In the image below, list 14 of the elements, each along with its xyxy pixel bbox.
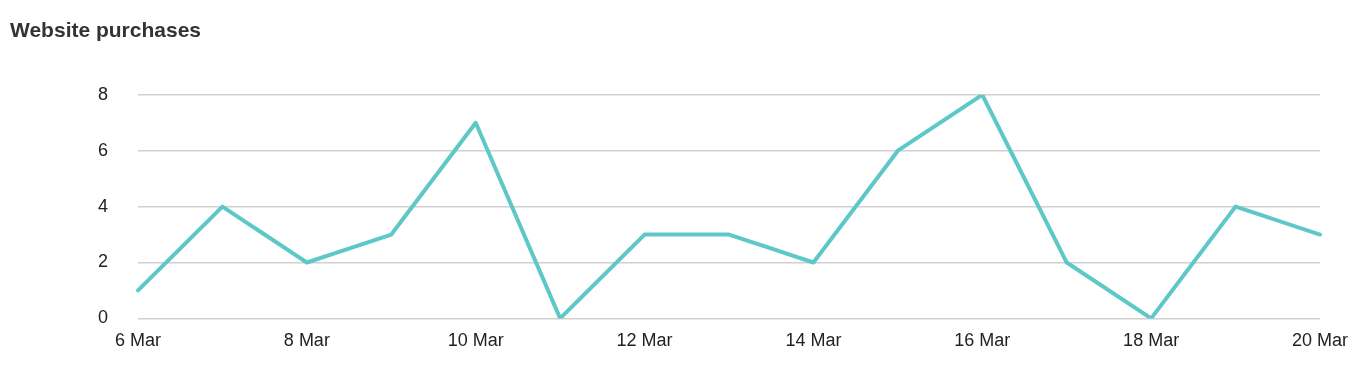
x-tick-label: 6 Mar	[115, 330, 162, 351]
y-tick-label: 8	[98, 83, 109, 104]
x-tick-label: 10 Mar	[447, 330, 504, 351]
y-tick-label: 0	[98, 307, 109, 328]
x-tick-label: 20 Mar	[1291, 330, 1348, 351]
y-tick-label: 6	[98, 139, 109, 160]
x-tick-label: 18 Mar	[1123, 330, 1180, 351]
y-tick-label: 2	[98, 251, 109, 272]
x-tick-label: 14 Mar	[785, 330, 842, 351]
x-tick-label: 8 Mar	[283, 330, 330, 351]
y-tick-label: 4	[98, 195, 109, 216]
chart-title: Website purchases	[9, 17, 203, 43]
x-tick-label: 12 Mar	[616, 330, 673, 351]
x-tick-label: 16 Mar	[954, 330, 1011, 351]
